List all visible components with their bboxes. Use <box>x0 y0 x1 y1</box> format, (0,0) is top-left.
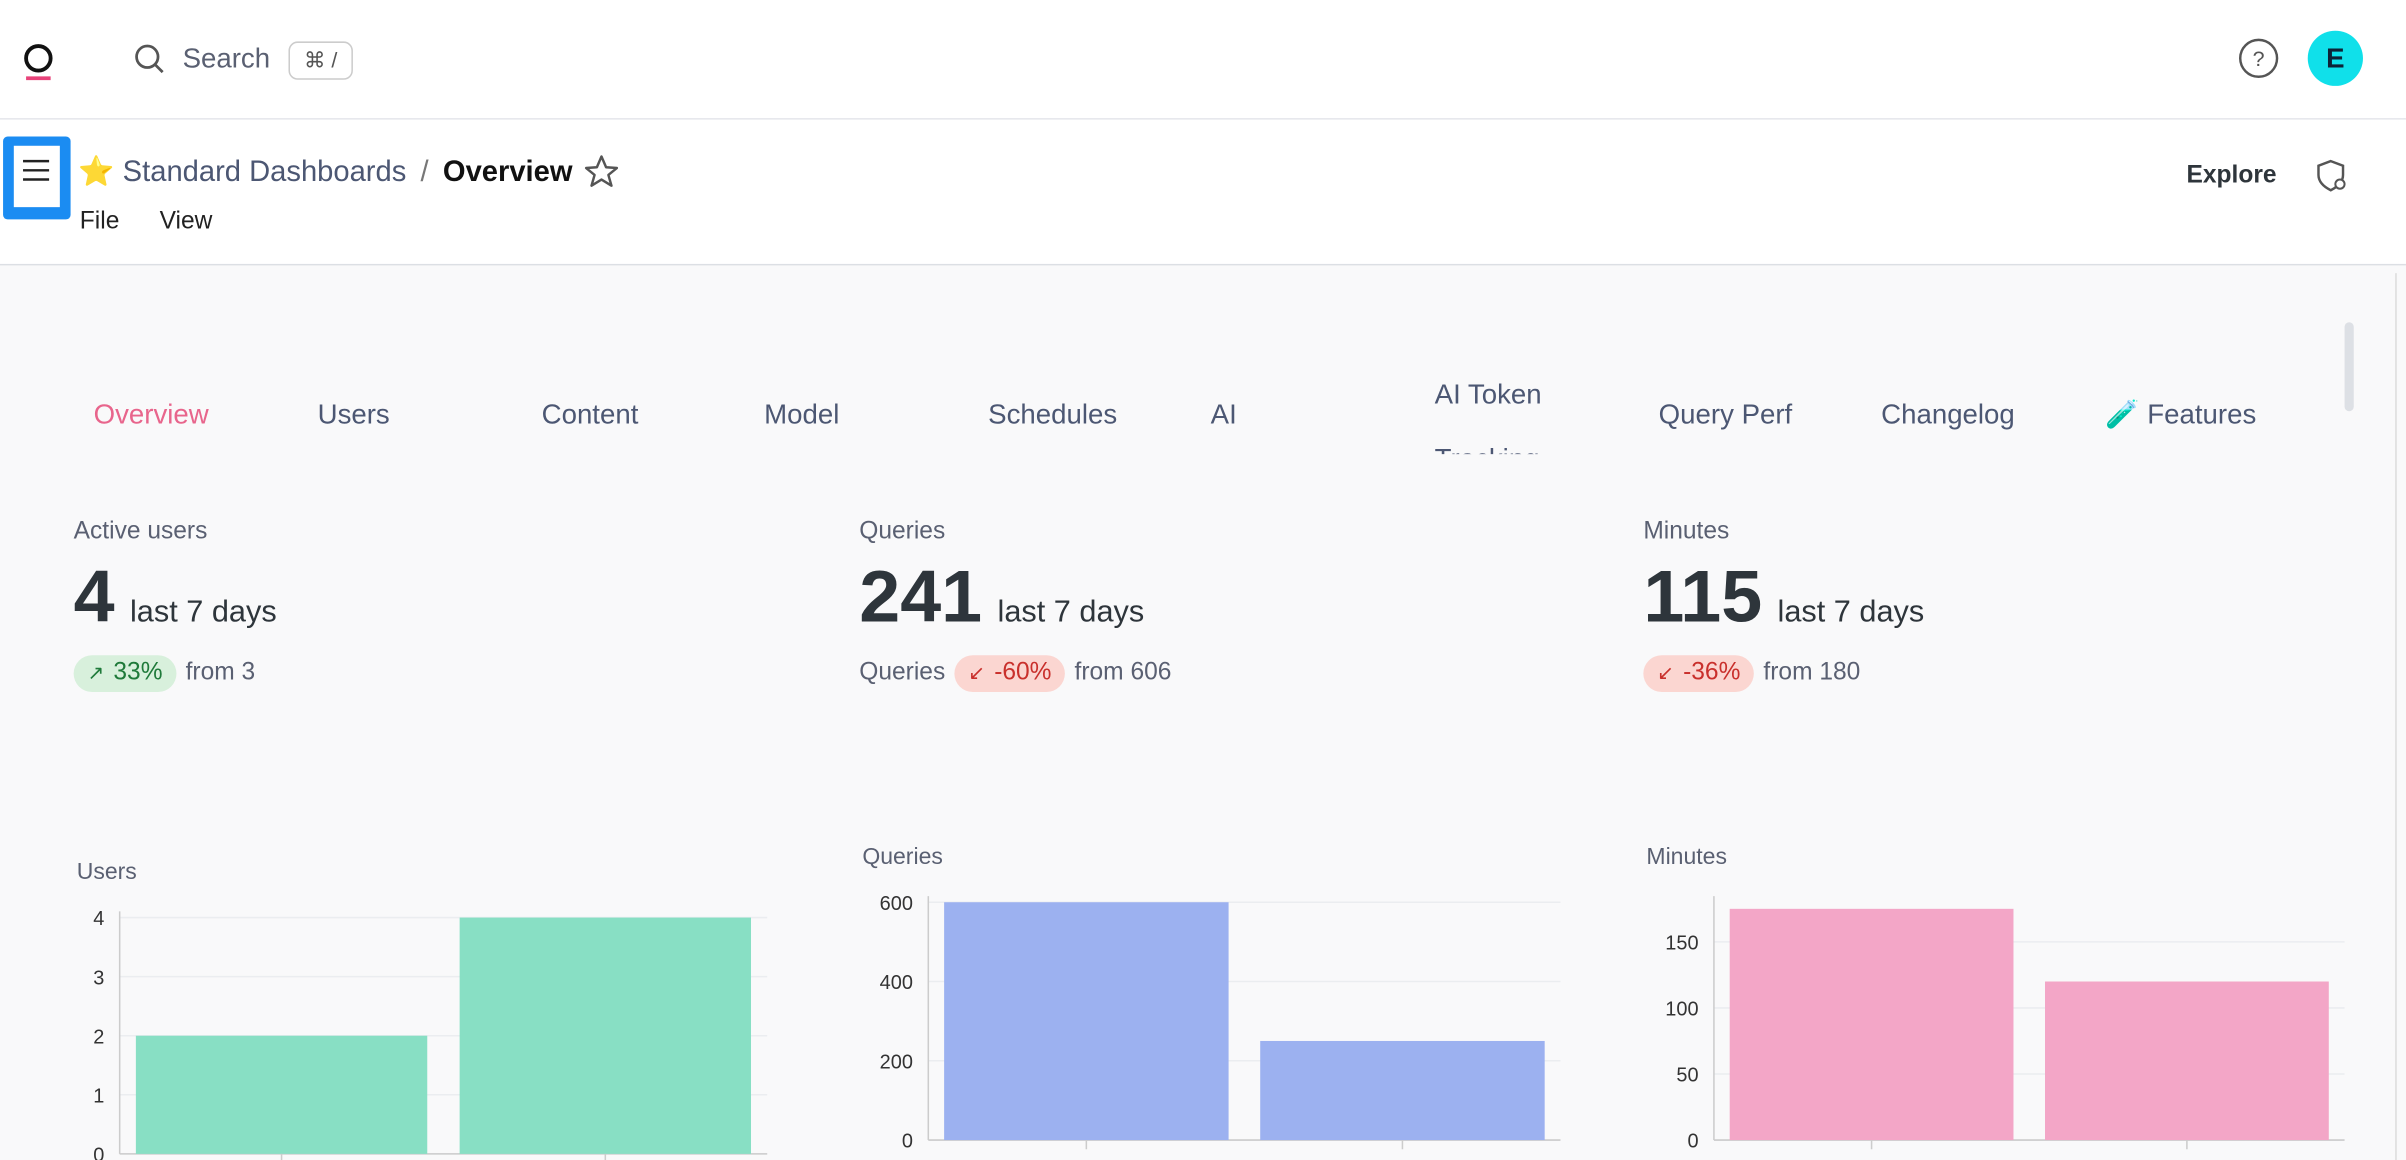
y-tick-label: 0 <box>902 1131 913 1153</box>
top-bar: Search ⌘ / ? E <box>0 0 2406 120</box>
sub-bar: ⭐ Standard Dashboards / Overview File Vi… <box>0 119 2406 266</box>
y-tick-label: 600 <box>880 893 913 915</box>
stat-from: from 3 <box>185 659 256 686</box>
change-value: 33% <box>113 659 163 686</box>
stat-value: 241 <box>859 556 983 639</box>
change-arrow: ↙ <box>968 661 985 685</box>
y-tick-label: 0 <box>1687 1131 1698 1153</box>
hamburger-icon <box>23 159 50 181</box>
y-tick-label: 400 <box>880 972 913 994</box>
stat-change-row: Queries ↙ -60% from 606 <box>859 655 1596 693</box>
stat-label: Queries <box>859 518 946 545</box>
help-icon[interactable]: ? <box>2237 37 2280 80</box>
stat-card: Active users 4 last 7 days ↗ 33% from 3 <box>73 518 811 693</box>
bar[interactable] <box>1260 1040 1545 1141</box>
y-tick-label: 200 <box>880 1051 913 1073</box>
y-tick-label: 3 <box>93 967 104 989</box>
tab[interactable]: Users <box>317 398 390 430</box>
stat-period: last 7 days <box>1777 595 1925 630</box>
stat-label: Minutes <box>1643 518 1730 545</box>
stat-period: last 7 days <box>997 595 1145 630</box>
y-tick-label: 2 <box>93 1026 104 1048</box>
toggle-inner <box>13 145 60 208</box>
breadcrumb-separator: / <box>420 156 429 189</box>
chart-title: Minutes <box>1646 843 1727 869</box>
breadcrumb-current: Overview <box>442 156 573 189</box>
stat-row: 241 last 7 days <box>859 555 1596 639</box>
breadcrumb: ⭐ Standard Dashboards / Overview <box>78 153 572 190</box>
change-arrow: ↗ <box>87 661 105 685</box>
tab[interactable]: Model <box>764 398 840 430</box>
breadcrumb-icon: ⭐ <box>78 156 115 189</box>
shortcut: ⌘ / <box>288 41 353 80</box>
y-tick-label: 1 <box>93 1085 104 1107</box>
tab[interactable]: Changelog <box>1881 398 2015 430</box>
svg-text:?: ? <box>2253 47 2265 71</box>
stat-from: from 180 <box>1763 659 1861 686</box>
explore-button[interactable]: Explore <box>2186 162 2277 189</box>
bar[interactable] <box>135 1035 428 1154</box>
stat-change-row: ↙ -36% from 180 <box>1643 655 2380 693</box>
stat-period: last 7 days <box>129 595 277 630</box>
scroll-track <box>2395 273 2397 1160</box>
tab[interactable]: Query Perf <box>1658 398 1793 430</box>
change-value: -60% <box>994 659 1052 686</box>
chart-title: Queries <box>862 843 943 869</box>
logo[interactable] <box>18 37 61 86</box>
menu-item[interactable]: File <box>79 208 120 235</box>
sidebar-toggle[interactable] <box>3 136 71 220</box>
y-tick-label: 50 <box>1676 1065 1698 1087</box>
stat-card: Queries 241 last 7 days Queries ↙ -60% from 60… <box>859 518 1596 693</box>
avatar[interactable]: E <box>2307 30 2363 86</box>
stat-change-row: ↗ 33% from 3 <box>73 655 811 693</box>
change-badge: ↙ -60% <box>954 655 1066 693</box>
stat-value: 4 <box>73 556 115 639</box>
tab[interactable]: Overview <box>93 398 209 430</box>
tab[interactable]: Content <box>541 398 639 430</box>
stat-label: Active users <box>73 518 208 545</box>
change-value: -36% <box>1683 659 1741 686</box>
scroll-thumb[interactable] <box>2344 322 2354 412</box>
tab[interactable]: Schedules <box>988 398 1118 430</box>
menu-item[interactable]: View <box>159 208 213 235</box>
stat-prefix: Queries <box>859 659 946 686</box>
bar[interactable] <box>2045 981 2329 1141</box>
search-icon <box>135 44 164 74</box>
bar[interactable] <box>459 917 752 1154</box>
tab[interactable]: 🧪 Features <box>2105 398 2257 430</box>
bar[interactable] <box>1729 908 2014 1141</box>
y-tick-label: 4 <box>93 908 104 930</box>
change-arrow: ↙ <box>1657 661 1674 685</box>
stat-card: Minutes 115 last 7 days ↙ -36% from 180 <box>1643 518 2380 693</box>
change-badge: ↙ -36% <box>1643 655 1755 693</box>
tab[interactable]: AI <box>1210 398 1237 430</box>
shield-icon[interactable] <box>2314 158 2351 195</box>
stat-from: from 606 <box>1074 659 1172 686</box>
change-badge: ↗ 33% <box>73 655 177 693</box>
breadcrumb-parent[interactable]: Standard Dashboards <box>122 156 407 189</box>
stat-row: 115 last 7 days <box>1643 555 2380 639</box>
y-tick-label: 100 <box>1665 999 1698 1021</box>
tab[interactable]: AI Token Tracking <box>1434 378 1542 454</box>
chart-title: Users <box>77 858 137 884</box>
y-tick-label: 0 <box>93 1145 104 1160</box>
y-tick-label: 150 <box>1665 933 1698 955</box>
bar[interactable] <box>944 902 1229 1141</box>
favorite-icon[interactable] <box>583 153 620 190</box>
stat-row: 4 last 7 days <box>74 555 811 639</box>
stat-value: 115 <box>1643 556 1763 639</box>
search[interactable]: Search <box>182 42 271 74</box>
